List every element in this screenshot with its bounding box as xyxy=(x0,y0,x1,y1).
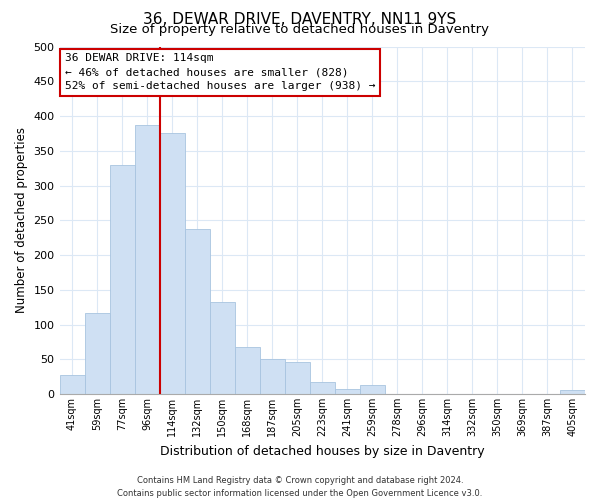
Bar xyxy=(260,360,285,394)
Bar xyxy=(560,390,585,394)
Text: 36 DEWAR DRIVE: 114sqm
← 46% of detached houses are smaller (828)
52% of semi-de: 36 DEWAR DRIVE: 114sqm ← 46% of detached… xyxy=(65,54,375,92)
Bar xyxy=(85,314,110,394)
Text: 36, DEWAR DRIVE, DAVENTRY, NN11 9YS: 36, DEWAR DRIVE, DAVENTRY, NN11 9YS xyxy=(143,12,457,28)
Bar xyxy=(110,164,134,394)
Bar xyxy=(185,230,209,394)
Bar xyxy=(59,374,85,394)
Bar xyxy=(360,385,385,394)
Y-axis label: Number of detached properties: Number of detached properties xyxy=(15,128,28,314)
Bar xyxy=(235,347,260,394)
X-axis label: Distribution of detached houses by size in Daventry: Distribution of detached houses by size … xyxy=(160,444,485,458)
Bar xyxy=(134,125,160,394)
Bar xyxy=(209,302,235,394)
Bar xyxy=(160,134,185,394)
Bar xyxy=(335,389,360,394)
Bar xyxy=(285,362,310,394)
Text: Size of property relative to detached houses in Daventry: Size of property relative to detached ho… xyxy=(110,22,490,36)
Bar xyxy=(310,382,335,394)
Text: Contains HM Land Registry data © Crown copyright and database right 2024.
Contai: Contains HM Land Registry data © Crown c… xyxy=(118,476,482,498)
